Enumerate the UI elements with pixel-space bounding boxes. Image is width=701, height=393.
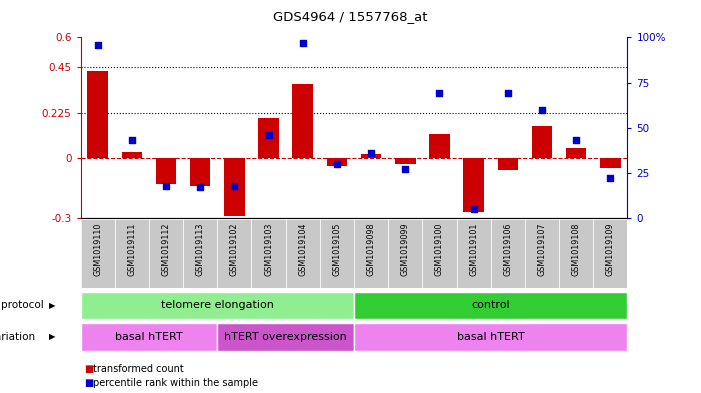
Bar: [190, 158, 210, 186]
Bar: [422, 219, 456, 288]
Bar: [525, 219, 559, 288]
Text: genotype/variation: genotype/variation: [0, 332, 35, 342]
Text: GSM1019112: GSM1019112: [161, 222, 170, 276]
Point: [161, 182, 172, 189]
Bar: [498, 158, 518, 170]
Point: [605, 175, 616, 182]
Text: transformed count: transformed count: [93, 364, 184, 375]
Bar: [361, 154, 381, 158]
Text: GSM1019106: GSM1019106: [503, 222, 512, 276]
Text: GSM1019113: GSM1019113: [196, 222, 205, 276]
Text: GSM1019101: GSM1019101: [469, 222, 478, 276]
Bar: [429, 134, 450, 158]
Text: protocol: protocol: [1, 300, 43, 310]
Point: [297, 40, 308, 46]
Text: GSM1019104: GSM1019104: [298, 222, 307, 276]
Bar: [456, 219, 491, 288]
Text: basal hTERT: basal hTERT: [457, 332, 524, 342]
Bar: [258, 118, 279, 158]
Bar: [156, 158, 176, 184]
Bar: [252, 219, 286, 288]
Bar: [559, 219, 593, 288]
Bar: [354, 323, 627, 351]
Point: [332, 161, 343, 167]
Text: GSM1019103: GSM1019103: [264, 222, 273, 276]
Point: [126, 137, 137, 143]
Point: [502, 90, 513, 97]
Bar: [327, 158, 347, 166]
Bar: [491, 219, 525, 288]
Bar: [217, 323, 354, 351]
Bar: [149, 219, 183, 288]
Bar: [292, 84, 313, 158]
Bar: [320, 219, 354, 288]
Bar: [224, 158, 245, 216]
Bar: [600, 158, 620, 168]
Text: GSM1019102: GSM1019102: [230, 222, 239, 276]
Point: [365, 150, 376, 156]
Bar: [217, 219, 252, 288]
Bar: [81, 219, 115, 288]
Text: ▶: ▶: [49, 301, 56, 310]
Text: ■: ■: [84, 378, 93, 388]
Point: [400, 166, 411, 173]
Bar: [395, 158, 416, 164]
Bar: [566, 148, 586, 158]
Text: telomere elongation: telomere elongation: [161, 300, 274, 310]
Text: GDS4964 / 1557768_at: GDS4964 / 1557768_at: [273, 10, 428, 23]
Bar: [183, 219, 217, 288]
Text: control: control: [471, 300, 510, 310]
Text: percentile rank within the sample: percentile rank within the sample: [93, 378, 258, 388]
Text: hTERT overexpression: hTERT overexpression: [224, 332, 347, 342]
Bar: [388, 219, 422, 288]
Text: GSM1019109: GSM1019109: [606, 222, 615, 276]
Bar: [286, 219, 320, 288]
Text: basal hTERT: basal hTERT: [115, 332, 183, 342]
Text: GSM1019105: GSM1019105: [332, 222, 341, 276]
Text: GSM1019111: GSM1019111: [128, 222, 137, 276]
Point: [571, 137, 582, 143]
Text: GSM1019098: GSM1019098: [367, 222, 376, 276]
Point: [195, 184, 206, 191]
Point: [434, 90, 445, 97]
Text: ▶: ▶: [49, 332, 56, 342]
Text: GSM1019107: GSM1019107: [538, 222, 547, 276]
Bar: [81, 323, 217, 351]
Text: ■: ■: [84, 364, 93, 375]
Bar: [593, 219, 627, 288]
Text: GSM1019108: GSM1019108: [571, 222, 580, 276]
Bar: [115, 219, 149, 288]
Bar: [463, 158, 484, 212]
Text: GSM1019100: GSM1019100: [435, 222, 444, 276]
Bar: [354, 219, 388, 288]
Bar: [122, 152, 142, 158]
Bar: [354, 292, 627, 319]
Point: [536, 107, 547, 113]
Bar: [81, 292, 354, 319]
Text: GSM1019110: GSM1019110: [93, 222, 102, 276]
Bar: [88, 72, 108, 158]
Point: [229, 182, 240, 189]
Point: [92, 41, 103, 48]
Point: [263, 132, 274, 138]
Text: GSM1019099: GSM1019099: [401, 222, 410, 276]
Point: [468, 206, 479, 212]
Bar: [531, 126, 552, 158]
